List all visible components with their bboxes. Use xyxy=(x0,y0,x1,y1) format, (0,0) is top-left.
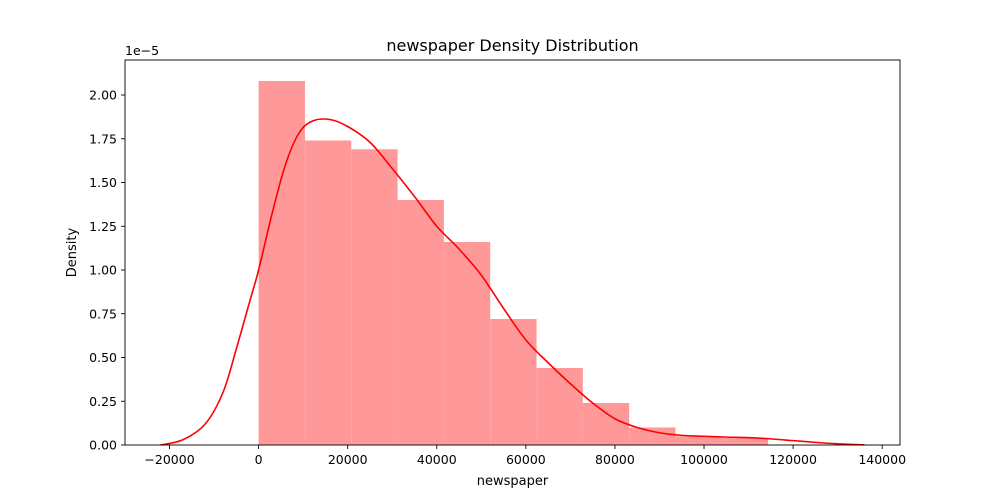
histogram-bar-8 xyxy=(582,403,630,445)
y-axis-label: Density xyxy=(65,227,80,277)
histogram-bars xyxy=(258,81,769,445)
y-tick-label: 2.00 xyxy=(89,88,117,103)
y-tick-label: 0.00 xyxy=(89,438,117,453)
x-tick-label: −20000 xyxy=(144,452,194,467)
x-tick-label: 120000 xyxy=(769,452,817,467)
histogram-bar-2 xyxy=(304,140,352,445)
kde-line xyxy=(160,118,865,446)
x-axis: −20000 0 20000 40000 60000 80000 100000 120000 1… xyxy=(144,445,906,467)
x-tick-label: 140000 xyxy=(858,452,906,467)
y-offset-label: 1e−5 xyxy=(125,43,159,58)
histogram-bar-5 xyxy=(443,242,491,445)
y-tick-label: 1.50 xyxy=(89,175,117,190)
y-tick-label: 1.75 xyxy=(89,131,117,146)
y-tick-label: 1.00 xyxy=(89,263,117,278)
y-axis: 0.00 0.25 0.50 0.75 1.00 1.25 1.50 1.75 2.00 xyxy=(89,88,125,453)
x-axis-label: newspaper xyxy=(477,474,549,489)
y-tick-label: 0.75 xyxy=(89,306,117,321)
histogram-bar-9 xyxy=(629,427,676,445)
histogram-bar-6 xyxy=(490,319,537,445)
histogram-bar-10 xyxy=(675,436,722,445)
x-tick-label: 40000 xyxy=(417,452,457,467)
x-tick-label: 80000 xyxy=(595,452,635,467)
histogram-bar-1 xyxy=(258,81,305,445)
y-tick-label: 0.25 xyxy=(89,394,117,409)
chart-title: newspaper Density Distribution xyxy=(386,36,638,55)
x-tick-label: 100000 xyxy=(680,452,728,467)
histogram-bar-3 xyxy=(351,149,398,445)
histogram-bar-4 xyxy=(397,200,444,445)
y-tick-label: 1.25 xyxy=(89,219,117,234)
y-tick-label: 0.50 xyxy=(89,350,117,365)
x-tick-label: 0 xyxy=(255,452,263,467)
plot-frame xyxy=(124,59,901,446)
x-tick-label: 20000 xyxy=(328,452,368,467)
histogram-bar-11 xyxy=(721,438,769,445)
x-tick-label: 60000 xyxy=(506,452,546,467)
histogram-bar-7 xyxy=(536,368,583,445)
